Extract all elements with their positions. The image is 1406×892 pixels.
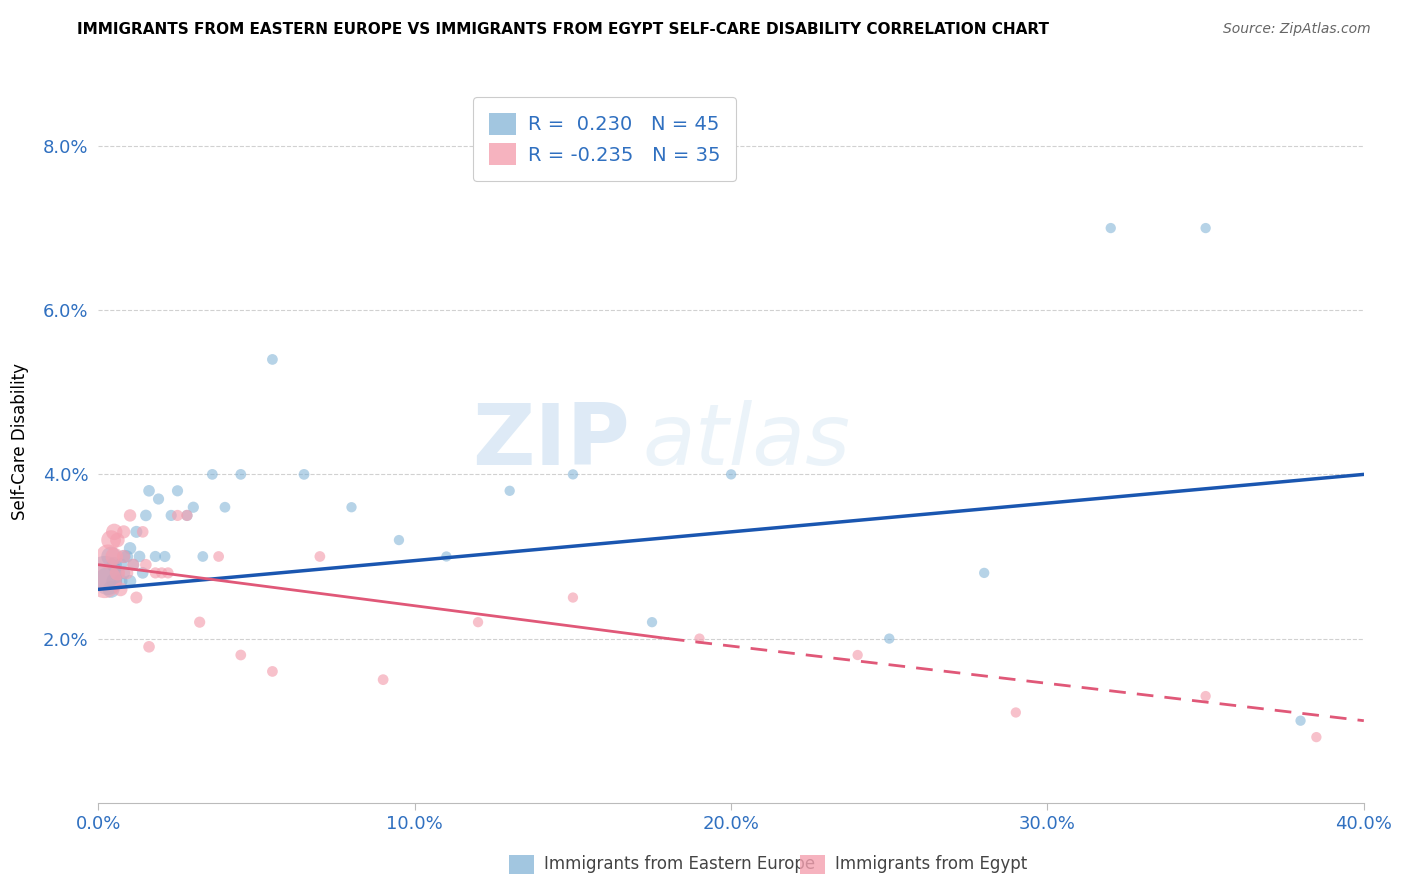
Point: [498, 483, 520, 498]
Point: [132, 524, 155, 539]
Point: [183, 500, 205, 515]
Point: [93, 566, 117, 580]
Point: [1194, 689, 1216, 703]
Point: [561, 591, 585, 605]
Point: [107, 533, 129, 547]
Point: [176, 508, 198, 523]
Point: [1305, 730, 1327, 744]
Point: [100, 533, 122, 547]
Point: [292, 467, 315, 482]
Point: [145, 549, 166, 564]
Point: [115, 549, 138, 564]
Point: [166, 483, 188, 498]
Point: [110, 558, 132, 572]
Point: [229, 648, 252, 662]
Point: [191, 549, 214, 564]
Point: [112, 549, 135, 564]
Point: [208, 549, 231, 564]
Point: [120, 508, 141, 523]
Point: [340, 500, 363, 515]
Point: [846, 648, 869, 662]
Point: [132, 566, 155, 580]
Point: [262, 665, 284, 679]
Point: [201, 467, 224, 482]
Point: [157, 566, 180, 580]
Point: [103, 549, 125, 564]
Bar: [509, 855, 534, 874]
Point: [138, 640, 160, 654]
Point: [100, 549, 122, 564]
Point: [100, 582, 122, 597]
Point: [688, 632, 710, 646]
Text: atlas: atlas: [643, 400, 851, 483]
Bar: [800, 855, 825, 874]
Point: [166, 508, 188, 523]
Point: [122, 558, 145, 572]
Point: [1099, 221, 1122, 235]
Point: [262, 352, 284, 367]
Text: Source: ZipAtlas.com: Source: ZipAtlas.com: [1223, 22, 1371, 37]
Point: [160, 508, 183, 523]
Point: [112, 566, 135, 580]
Point: [135, 508, 157, 523]
Point: [561, 467, 585, 482]
Text: Immigrants from Egypt: Immigrants from Egypt: [835, 855, 1028, 873]
Point: [214, 500, 236, 515]
Point: [110, 574, 132, 588]
Text: Immigrants from Eastern Europe: Immigrants from Eastern Europe: [544, 855, 815, 873]
Point: [125, 591, 148, 605]
Point: [138, 483, 160, 498]
Point: [112, 549, 135, 564]
Point: [1289, 714, 1312, 728]
Point: [371, 673, 394, 687]
Point: [388, 533, 411, 547]
Point: [309, 549, 332, 564]
Point: [122, 558, 145, 572]
Point: [720, 467, 742, 482]
Point: [120, 541, 141, 556]
Point: [641, 615, 664, 630]
Point: [93, 574, 117, 588]
Point: [128, 549, 150, 564]
Point: [176, 508, 198, 523]
Text: IMMIGRANTS FROM EASTERN EUROPE VS IMMIGRANTS FROM EGYPT SELF-CARE DISABILITY COR: IMMIGRANTS FROM EASTERN EUROPE VS IMMIGR…: [77, 22, 1049, 37]
Point: [145, 566, 166, 580]
Point: [135, 558, 157, 572]
Point: [467, 615, 489, 630]
Point: [107, 566, 129, 580]
Point: [877, 632, 900, 646]
Point: [103, 558, 125, 572]
Point: [1004, 706, 1026, 720]
Legend: R =  0.230   N = 45, R = -0.235   N = 35: R = 0.230 N = 45, R = -0.235 N = 35: [474, 97, 735, 181]
Point: [97, 574, 120, 588]
Point: [115, 566, 138, 580]
Point: [188, 615, 211, 630]
Point: [120, 574, 141, 588]
Point: [973, 566, 995, 580]
Point: [148, 491, 170, 506]
Point: [125, 524, 148, 539]
Point: [436, 549, 458, 564]
Y-axis label: Self-Care Disability: Self-Care Disability: [11, 363, 30, 520]
Point: [103, 574, 125, 588]
Point: [229, 467, 252, 482]
Text: ZIP: ZIP: [472, 400, 630, 483]
Point: [97, 549, 120, 564]
Point: [112, 524, 135, 539]
Point: [107, 566, 129, 580]
Point: [153, 549, 176, 564]
Point: [150, 566, 173, 580]
Point: [110, 582, 132, 597]
Point: [1194, 221, 1216, 235]
Point: [103, 524, 125, 539]
